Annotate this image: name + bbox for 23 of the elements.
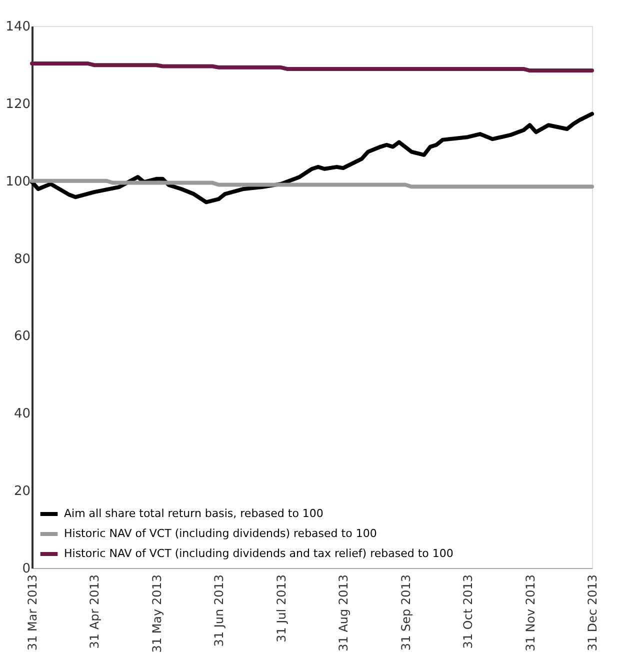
x-tick-label: 31 Jul 2013 bbox=[274, 574, 288, 642]
line-series bbox=[30, 112, 594, 204]
y-tick-label: 80 bbox=[14, 252, 30, 267]
y-tick-label: 0 bbox=[22, 562, 30, 576]
y-tick-label: 40 bbox=[14, 406, 30, 422]
legend-label: Historic NAV of VCT (including dividends and tax relief) rebased to 100 bbox=[64, 547, 454, 560]
y-tick-label: 120 bbox=[6, 96, 30, 112]
y-tick-label: 140 bbox=[6, 20, 30, 34]
x-tick-label: 31 Aug 2013 bbox=[336, 574, 351, 652]
x-tick-label: 31 Oct 2013 bbox=[461, 574, 476, 649]
x-tick-label: 31 Apr 2013 bbox=[88, 574, 102, 649]
x-tick-label: 31 Dec 2013 bbox=[586, 574, 600, 652]
legend-label: Aim all share total return basis, rebased to 100 bbox=[64, 507, 324, 520]
x-tick-label: 31 Nov 2013 bbox=[523, 574, 538, 652]
line-series bbox=[30, 62, 594, 73]
x-tick-label: 31 Jun 2013 bbox=[212, 574, 226, 647]
x-tick-label: 31 May 2013 bbox=[150, 574, 164, 653]
y-tick-label: 100 bbox=[6, 174, 30, 190]
y-tick-label: 60 bbox=[14, 329, 30, 344]
legend-label: Historic NAV of VCT (including dividends) rebased to 100 bbox=[64, 527, 377, 540]
y-tick-label: 20 bbox=[14, 484, 30, 500]
x-tick-label: 31 Mar 2013 bbox=[26, 574, 40, 651]
x-tick-label: 31 Sep 2013 bbox=[398, 574, 413, 651]
